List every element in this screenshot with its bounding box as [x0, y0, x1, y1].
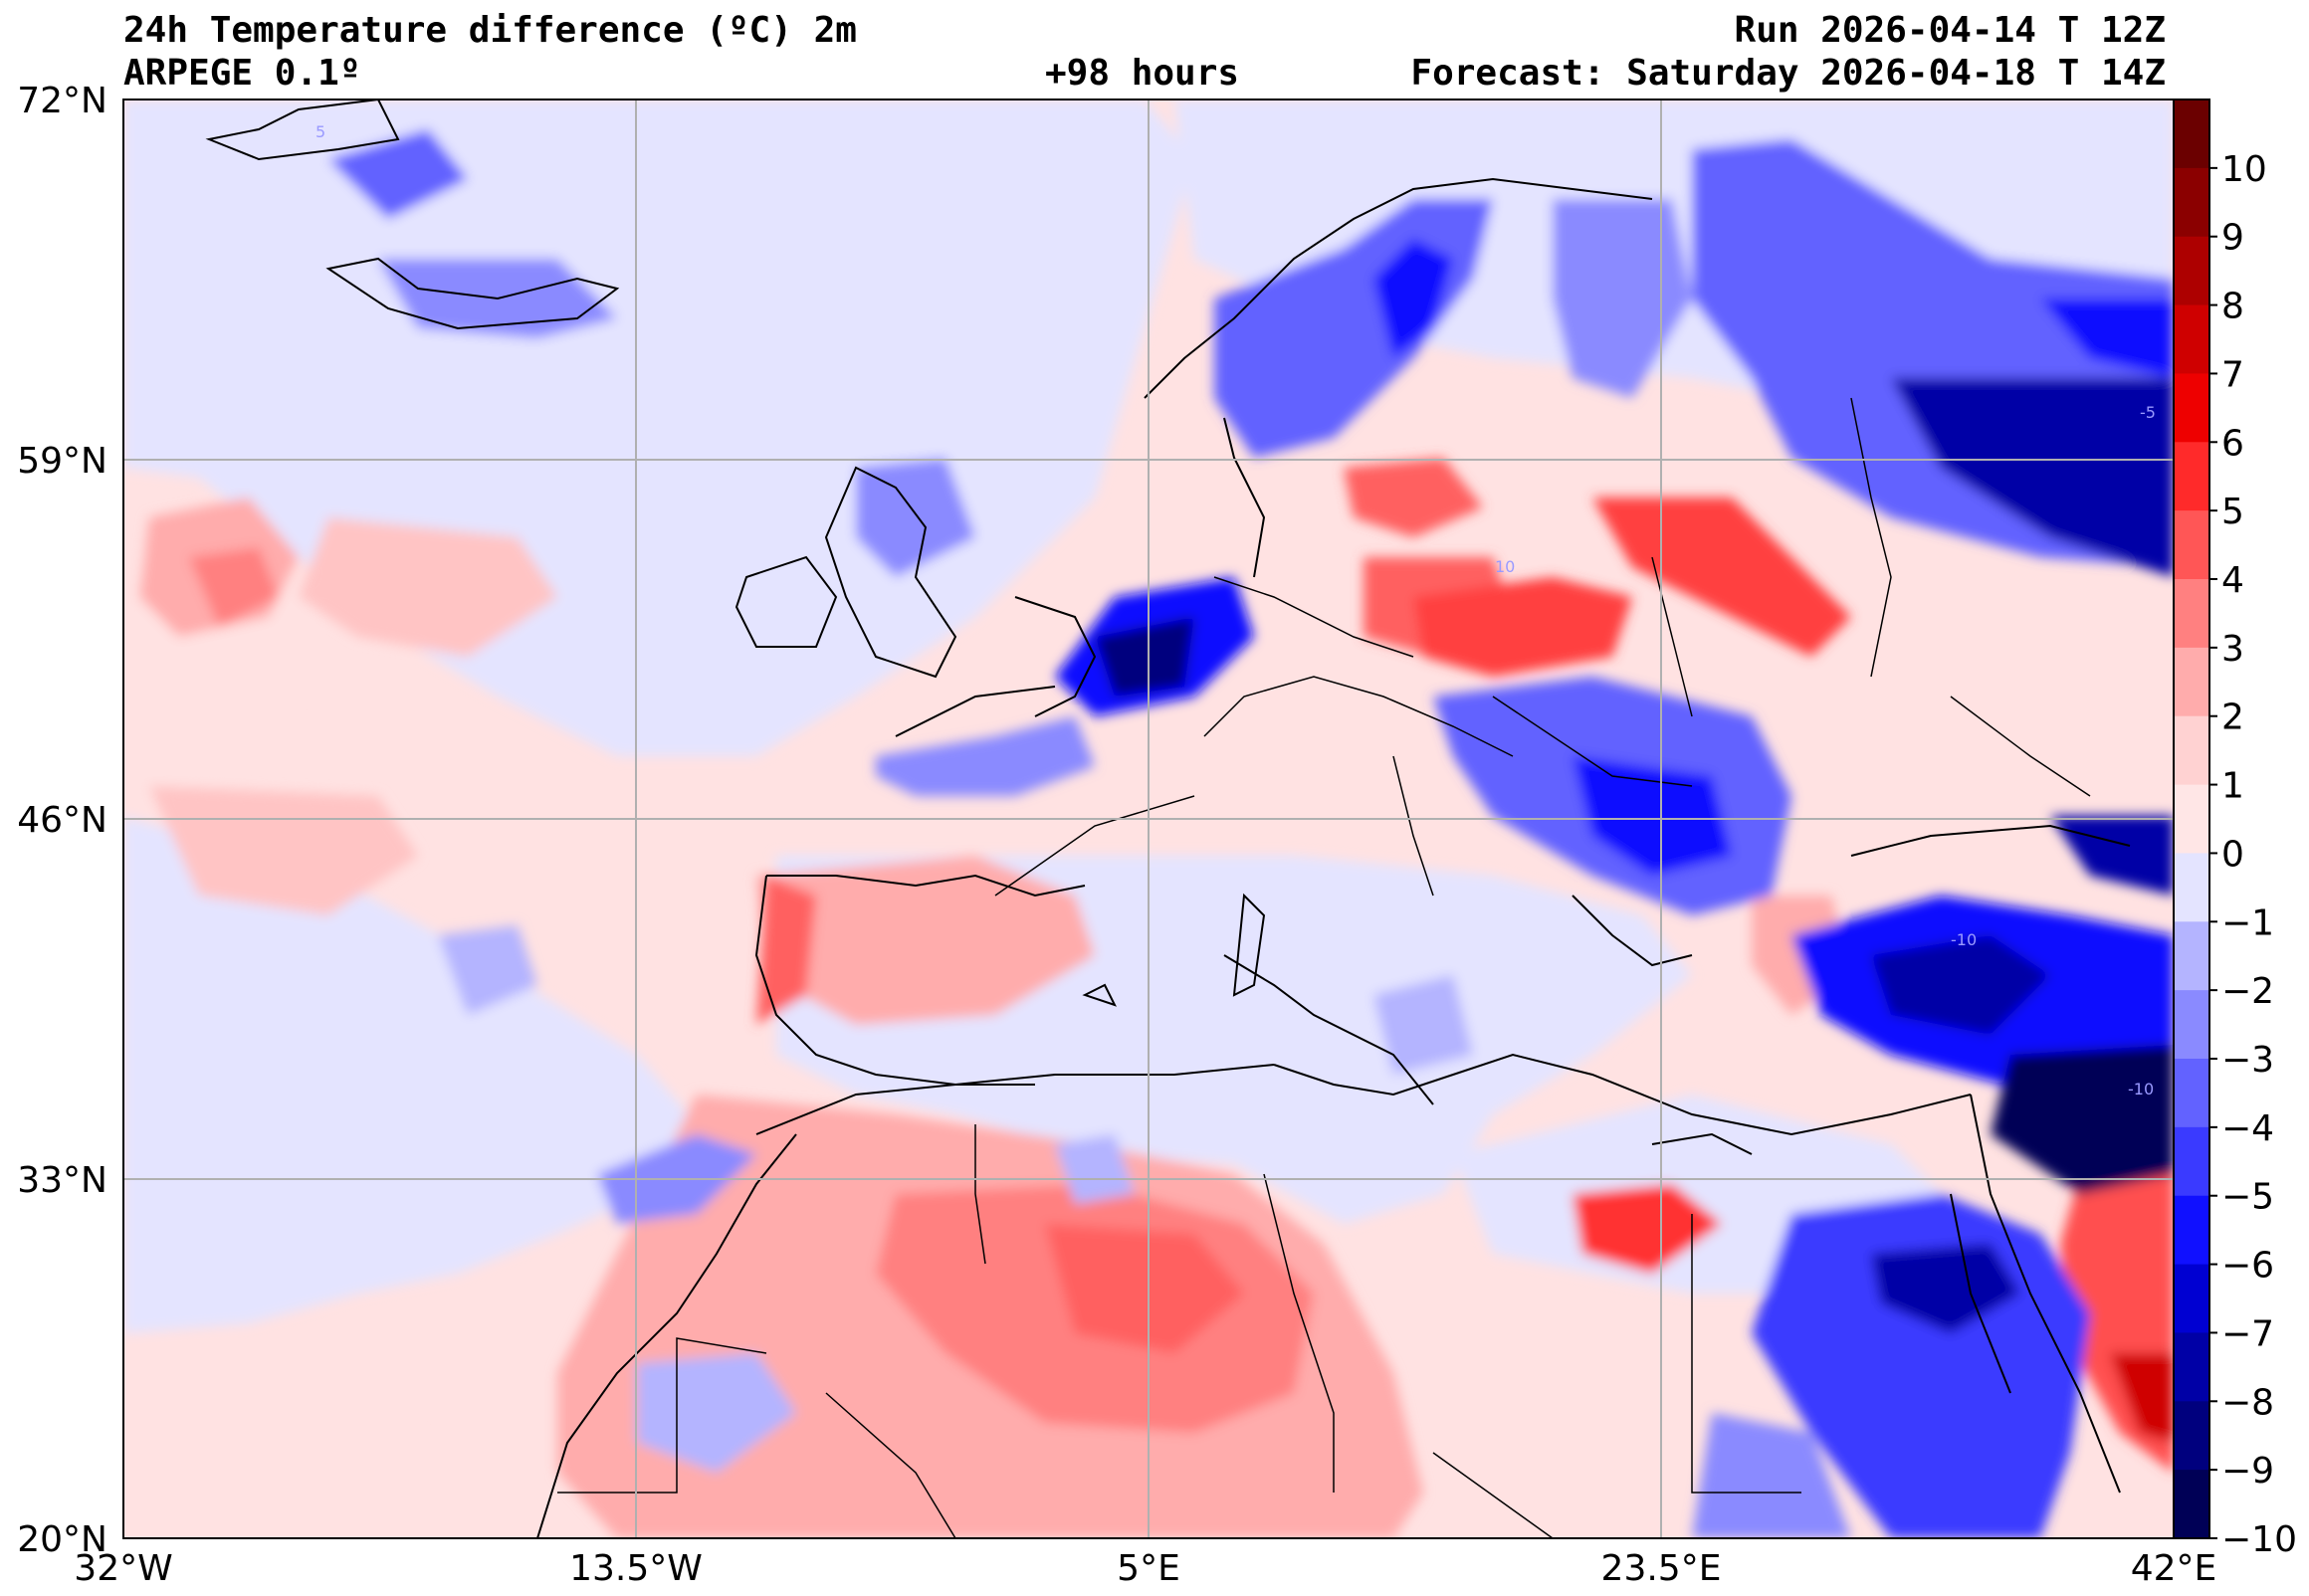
colorbar-swatch: [2174, 236, 2209, 306]
colorbar-label: 9: [2221, 218, 2244, 259]
lon-tick-label: 23.5°E: [1601, 1548, 1722, 1589]
colorbar-swatch: [2174, 1332, 2209, 1402]
colorbar-swatch: [2174, 784, 2209, 855]
colorbar-swatch: [2174, 510, 2209, 580]
colorbar-swatch: [2174, 990, 2209, 1060]
colorbar-label: −2: [2221, 971, 2274, 1012]
latitude-labels: 72°N 59°N 46°N 33°N 20°N: [17, 81, 107, 1560]
colorbar-label: 1: [2221, 766, 2244, 807]
forecast-time: Forecast: Saturday 2026-04-18 T 14Z: [1410, 53, 2166, 94]
colorbar-swatch: [2174, 921, 2209, 991]
model-name: ARPEGE 0.1º: [123, 53, 361, 94]
colorbar-label: 2: [2221, 698, 2244, 738]
lon-tick-label: 13.5°W: [569, 1548, 703, 1589]
colorbar-swatch: [2174, 304, 2209, 375]
colorbar-swatch: [2174, 647, 2209, 717]
colorbar-label: 10: [2221, 149, 2267, 190]
colorbar-label: 3: [2221, 629, 2244, 670]
colorbar-label: 5: [2221, 492, 2244, 532]
coastlines: [205, 100, 2131, 1538]
colorbar-swatch: [2174, 1264, 2209, 1334]
colorbar-swatch: [2174, 1401, 2209, 1471]
lat-tick-label: 46°N: [17, 800, 107, 841]
colorbar-label: 8: [2221, 287, 2244, 327]
colorbar-swatch: [2174, 853, 2209, 922]
colorbar-swatch: [2174, 715, 2209, 786]
colorbar-swatch: [2174, 167, 2209, 238]
colorbar-label: 7: [2221, 354, 2244, 395]
contour-label: 5: [315, 122, 325, 141]
contour-label: -10: [1951, 930, 1977, 949]
political-borders: [557, 397, 2091, 1538]
colorbar-swatch: [2174, 579, 2209, 649]
colorbar-label: −3: [2221, 1040, 2274, 1081]
colorbar-label: −8: [2221, 1382, 2274, 1423]
colorbar-label: −4: [2221, 1108, 2274, 1149]
colorbar-swatch: [2174, 1126, 2209, 1197]
colorbar-label: −5: [2221, 1177, 2274, 1218]
colorbar-label: −1: [2221, 902, 2274, 943]
lead-time: +98 hours: [1045, 53, 1240, 94]
colorbar-label: −10: [2221, 1519, 2297, 1560]
colorbar-swatch: [2174, 1195, 2209, 1266]
map-title: 24h Temperature difference (ºC) 2m: [123, 10, 857, 51]
contour-label: -5: [2140, 403, 2156, 422]
temperature-field: -10 -10 5 10 -5: [123, 100, 2174, 1538]
colorbar-label: −7: [2221, 1313, 2274, 1354]
gridlines: [123, 100, 2174, 1538]
lat-tick-label: 59°N: [17, 441, 107, 482]
run-time: Run 2026-04-14 T 12Z: [1734, 10, 2166, 51]
colorbar-swatch: [2174, 373, 2209, 443]
lat-tick-label: 33°N: [17, 1160, 107, 1201]
colorbar-swatch: [2174, 100, 2209, 169]
colorbar-swatch: [2174, 442, 2209, 511]
lon-tick-label: 32°W: [74, 1548, 172, 1589]
contour-label: -10: [2128, 1080, 2154, 1098]
colorbar-swatch: [2174, 1059, 2209, 1128]
contour-label: 10: [1495, 557, 1515, 576]
colorbar-label: −9: [2221, 1451, 2274, 1492]
colorbar-label: −6: [2221, 1246, 2274, 1287]
lon-tick-label: 42°E: [2131, 1548, 2217, 1589]
longitude-labels: 32°W 13.5°W 5°E 23.5°E 42°E: [74, 1548, 2216, 1589]
lon-tick-label: 5°E: [1117, 1548, 1180, 1589]
lat-tick-label: 20°N: [17, 1519, 107, 1560]
colorbar-label: 6: [2221, 423, 2244, 464]
colorbar-swatch: [2174, 1470, 2209, 1539]
colorbar-frame: [2173, 99, 2210, 1539]
colorbar-label: 4: [2221, 560, 2244, 601]
lat-tick-label: 72°N: [17, 81, 107, 121]
colorbar-label: 0: [2221, 834, 2244, 875]
